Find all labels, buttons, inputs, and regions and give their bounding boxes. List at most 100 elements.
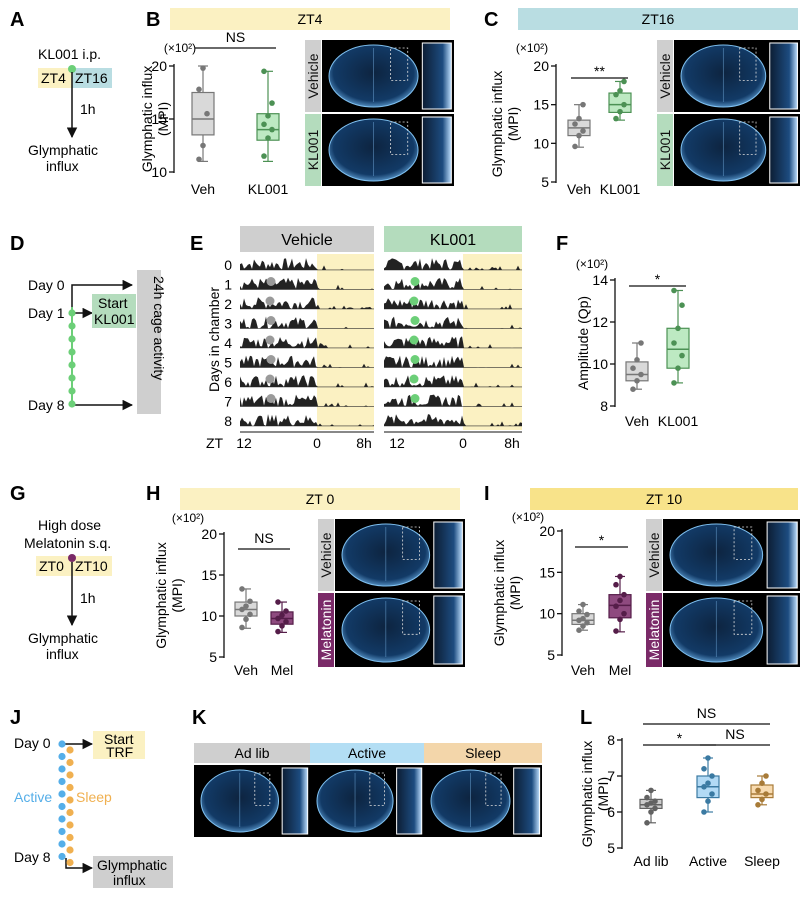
i-melatonin-brain-zoom-inset bbox=[766, 595, 798, 665]
panel-e-day-label-3: 3 bbox=[224, 316, 232, 332]
l-point-1-4 bbox=[705, 780, 711, 786]
h-point-0-1 bbox=[243, 616, 249, 623]
l-ytick-label-5: 5 bbox=[607, 840, 615, 856]
panel-e-tick-0-right: 0 bbox=[459, 435, 467, 451]
panel-d-side-box bbox=[137, 270, 161, 414]
i-vehicle-tag bbox=[646, 519, 662, 591]
panel-e-day-label-0: 0 bbox=[224, 257, 232, 273]
c-vehicle-brain-roi-box bbox=[739, 47, 757, 81]
panel-g-zt10-label: ZT10 bbox=[75, 558, 108, 574]
b-ytick-label-20: 20 bbox=[151, 58, 167, 74]
panel-a-delay: 1h bbox=[80, 101, 96, 117]
b-box-0 bbox=[191, 91, 215, 136]
panel-e-onset-marker-1-1 bbox=[410, 277, 420, 286]
c-kl001-brain-roi-box bbox=[739, 121, 757, 155]
panel-e-onset-marker-4-0 bbox=[265, 335, 275, 345]
c-point-0-1 bbox=[576, 132, 582, 139]
l-point-2-0 bbox=[755, 802, 761, 808]
c-multiplier: (×10²) bbox=[516, 41, 548, 55]
c-point-1-5 bbox=[621, 78, 627, 85]
i-multiplier: (×10²) bbox=[512, 510, 544, 524]
panel-j-end-arrow bbox=[65, 858, 94, 874]
i-ytick-label-20: 20 bbox=[539, 523, 555, 539]
h-point-0-6 bbox=[239, 586, 245, 592]
l-point-0-1 bbox=[648, 809, 654, 815]
h-point-0-3 bbox=[239, 606, 245, 613]
i-point-0-6 bbox=[576, 608, 582, 614]
panel-d-day-dot-3 bbox=[68, 335, 76, 343]
panel-j-sleep-dot-6 bbox=[66, 821, 74, 829]
h-ylabel-2: (MPI) bbox=[169, 578, 185, 612]
i-point-0-2 bbox=[584, 619, 590, 626]
panel-letter-j: J bbox=[10, 707, 21, 729]
panel-k-sleep-bar bbox=[424, 743, 542, 763]
panel-e-actogram: Vehicle KL001 Days in chamber 012345678 … bbox=[206, 226, 522, 451]
f-point-0-2 bbox=[638, 371, 644, 378]
h-melatonin-brain-zoom-inset bbox=[433, 595, 463, 665]
i-point-1-6 bbox=[613, 581, 619, 588]
i-category-0: Veh bbox=[571, 662, 595, 678]
panel-e-activity-2-0 bbox=[240, 297, 374, 309]
b-point-0-0 bbox=[196, 156, 202, 163]
panel-e-activity-4-1 bbox=[384, 336, 522, 348]
b-kl001-tag-label: KL001 bbox=[305, 130, 321, 171]
i-point-1-0 bbox=[613, 628, 619, 634]
panel-letter-g: G bbox=[10, 483, 26, 505]
panel-d-start-box bbox=[92, 294, 136, 328]
l-ytick-label-8: 8 bbox=[607, 732, 615, 748]
l-ylabel-2: (MPI) bbox=[595, 777, 611, 811]
c-header-bar bbox=[518, 8, 798, 30]
panel-e-onset-marker-4-1 bbox=[409, 335, 419, 345]
l-point-0-7 bbox=[648, 787, 654, 794]
panel-a-schematic: KL001 i.p. ZT4 ZT16 1h Glymphatic influx bbox=[28, 46, 112, 174]
f-point-0-3 bbox=[630, 365, 636, 372]
h-melatonin-tag bbox=[318, 593, 334, 667]
panel-j-active-dot-5 bbox=[58, 802, 66, 811]
i-melatonin-tag bbox=[646, 593, 662, 667]
panel-g-outcome-2: influx bbox=[46, 646, 79, 662]
h-category-0: Veh bbox=[234, 662, 258, 678]
panel-j-active-label: Active bbox=[14, 789, 52, 805]
panel-e-activity-6-0 bbox=[240, 375, 374, 387]
c-ytick-label-10: 10 bbox=[533, 135, 549, 151]
l-ytick-label-7: 7 bbox=[607, 768, 615, 784]
l-point-2-1 bbox=[759, 796, 765, 803]
panel-e-activity-0-0 bbox=[240, 258, 374, 270]
b-point-0-3 bbox=[196, 86, 202, 93]
c-ytick-label-5: 5 bbox=[541, 174, 549, 190]
chart-panel-l: 8 7 6 5 Glymphatic influx (MPI) Ad lib Active Sl… bbox=[579, 705, 780, 869]
panel-e-day-label-8: 8 bbox=[224, 413, 232, 429]
b-sig-label-0: NS bbox=[226, 29, 245, 45]
panel-g-outcome-1: Glymphatic bbox=[28, 630, 98, 646]
l-point-1-3 bbox=[701, 784, 707, 790]
c-kl001-tag bbox=[657, 114, 673, 186]
panel-e-activity-5-0 bbox=[240, 355, 374, 368]
c-vehicle-tag bbox=[657, 40, 673, 112]
l-point-0-0 bbox=[644, 820, 650, 826]
panel-g-title-2: Melatonin s.q. bbox=[24, 535, 111, 551]
i-point-0-4 bbox=[580, 615, 586, 622]
h-point-1-1 bbox=[279, 623, 285, 629]
panel-e-day-label-4: 4 bbox=[224, 335, 232, 351]
panel-d-top-arrow bbox=[71, 279, 134, 307]
b-ylabel-2: (MPI) bbox=[155, 102, 171, 136]
k-sleep-brain-zoom-inset bbox=[513, 767, 541, 835]
panel-a-outcome-1: Glymphatic bbox=[28, 142, 98, 158]
panel-a-zt4-label: ZT4 bbox=[41, 70, 66, 86]
i-point-1-3 bbox=[613, 603, 619, 610]
panel-e-day-label-1: 1 bbox=[224, 277, 232, 293]
panel-d-day-dot-8 bbox=[68, 400, 76, 408]
i-point-1-5 bbox=[621, 591, 627, 598]
c-point-0-4 bbox=[576, 115, 582, 122]
h-header-bar bbox=[180, 488, 460, 510]
i-header-label: ZT 10 bbox=[646, 491, 683, 507]
panel-d-day-dot-2 bbox=[68, 322, 76, 330]
b-vehicle-tag bbox=[305, 40, 321, 112]
panel-letter-d: D bbox=[10, 233, 24, 255]
h-point-1-2 bbox=[283, 618, 289, 625]
panel-e-onset-marker-6-0 bbox=[265, 374, 275, 384]
c-ylabel-1: Glymphatic influx bbox=[489, 71, 505, 178]
panel-a-title: KL001 i.p. bbox=[38, 46, 101, 62]
b-point-1-5 bbox=[269, 100, 275, 106]
